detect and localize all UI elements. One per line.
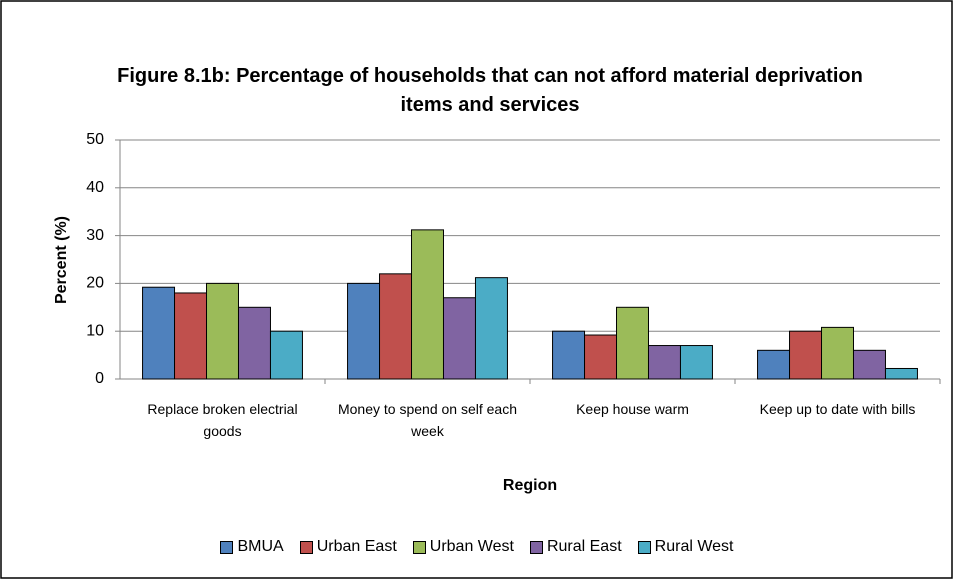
bar: [411, 229, 444, 380]
bar: [237, 306, 271, 380]
legend: BMUA Urban East Urban West Rural East Rural …: [0, 538, 954, 556]
legend-swatch: [299, 540, 313, 554]
y-tick-label: 40: [86, 179, 104, 196]
bar: [552, 330, 586, 380]
bar: [347, 282, 381, 380]
legend-label: Urban West: [429, 538, 514, 555]
legend-label: Rural East: [546, 538, 622, 555]
legend-swatch: [529, 540, 543, 554]
legend-swatch: [637, 540, 651, 554]
x-tick-label: Keep house warm: [576, 401, 689, 417]
y-tick-label: 50: [86, 131, 104, 148]
bar: [442, 297, 476, 380]
bar: [616, 306, 649, 380]
bar: [679, 345, 713, 380]
y-tick-label: 30: [86, 227, 104, 244]
bar: [647, 345, 681, 380]
bar: [142, 286, 176, 380]
bar: [852, 349, 886, 380]
legend-item: Rural West: [637, 538, 734, 556]
y-tick-label: 20: [86, 275, 104, 292]
bar: [884, 367, 918, 380]
legend-item: Urban West: [412, 538, 514, 556]
y-tick-label: 0: [95, 370, 104, 387]
bar: [174, 292, 208, 380]
x-tick-label: Keep up to date with bills: [759, 401, 916, 417]
bar: [789, 330, 823, 380]
x-axis-label: Region: [502, 477, 558, 494]
legend-swatch: [220, 540, 234, 554]
legend-label: Urban East: [316, 538, 397, 555]
legend-swatch: [412, 540, 426, 554]
legend-item: Rural East: [529, 538, 622, 556]
bar: [821, 326, 854, 380]
bar: [206, 282, 239, 380]
legend-item: Urban East: [299, 538, 397, 556]
x-tick-label: Replace broken electrial goods: [147, 401, 298, 439]
bar: [269, 330, 303, 380]
legend-label: Rural West: [654, 538, 734, 555]
legend-item: BMUA: [220, 538, 284, 556]
bar: [474, 277, 508, 380]
y-axis-label: Percent (%): [53, 216, 70, 304]
chart-title: Figure 8.1b: Percentage of households th…: [117, 65, 863, 116]
bar: [757, 349, 791, 380]
bar: [379, 273, 413, 380]
x-tick-label: Money to spend on self each week: [337, 401, 517, 439]
bar: [584, 334, 618, 380]
legend-label: BMUA: [237, 538, 284, 555]
y-tick-label: 10: [86, 322, 104, 339]
